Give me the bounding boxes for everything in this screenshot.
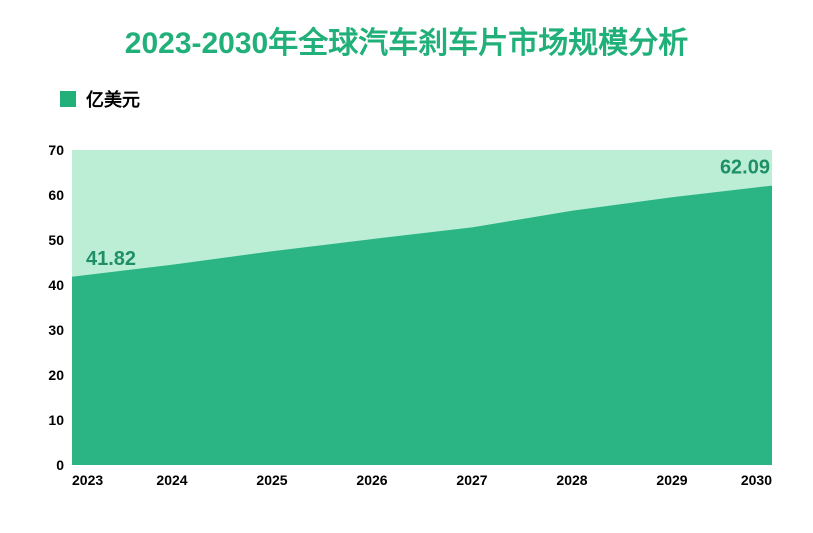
- x-tick-label: 2030: [741, 472, 772, 488]
- data-label: 62.09: [720, 157, 770, 179]
- y-tick-label: 30: [48, 322, 64, 338]
- y-tick-label: 10: [48, 412, 64, 428]
- chart-svg: 0102030405060702023202420252026202720282…: [32, 150, 792, 505]
- x-tick-label: 2027: [456, 472, 487, 488]
- x-tick-label: 2025: [256, 472, 287, 488]
- chart-title: 2023-2030年全球汽车刹车片市场规模分析: [0, 0, 813, 62]
- x-tick-label: 2023: [72, 472, 103, 488]
- area-chart: 0102030405060702023202420252026202720282…: [72, 150, 772, 505]
- x-tick-label: 2028: [556, 472, 587, 488]
- y-tick-label: 60: [48, 187, 64, 203]
- x-tick-label: 2026: [356, 472, 387, 488]
- x-tick-label: 2024: [156, 472, 187, 488]
- x-tick-label: 2029: [656, 472, 687, 488]
- legend: 亿美元: [60, 86, 813, 112]
- y-tick-label: 40: [48, 277, 64, 293]
- legend-label: 亿美元: [86, 86, 140, 112]
- y-tick-label: 70: [48, 142, 64, 158]
- legend-swatch: [60, 91, 76, 107]
- y-tick-label: 0: [56, 457, 64, 473]
- data-label: 41.82: [86, 248, 136, 270]
- y-tick-label: 50: [48, 232, 64, 248]
- y-tick-label: 20: [48, 367, 64, 383]
